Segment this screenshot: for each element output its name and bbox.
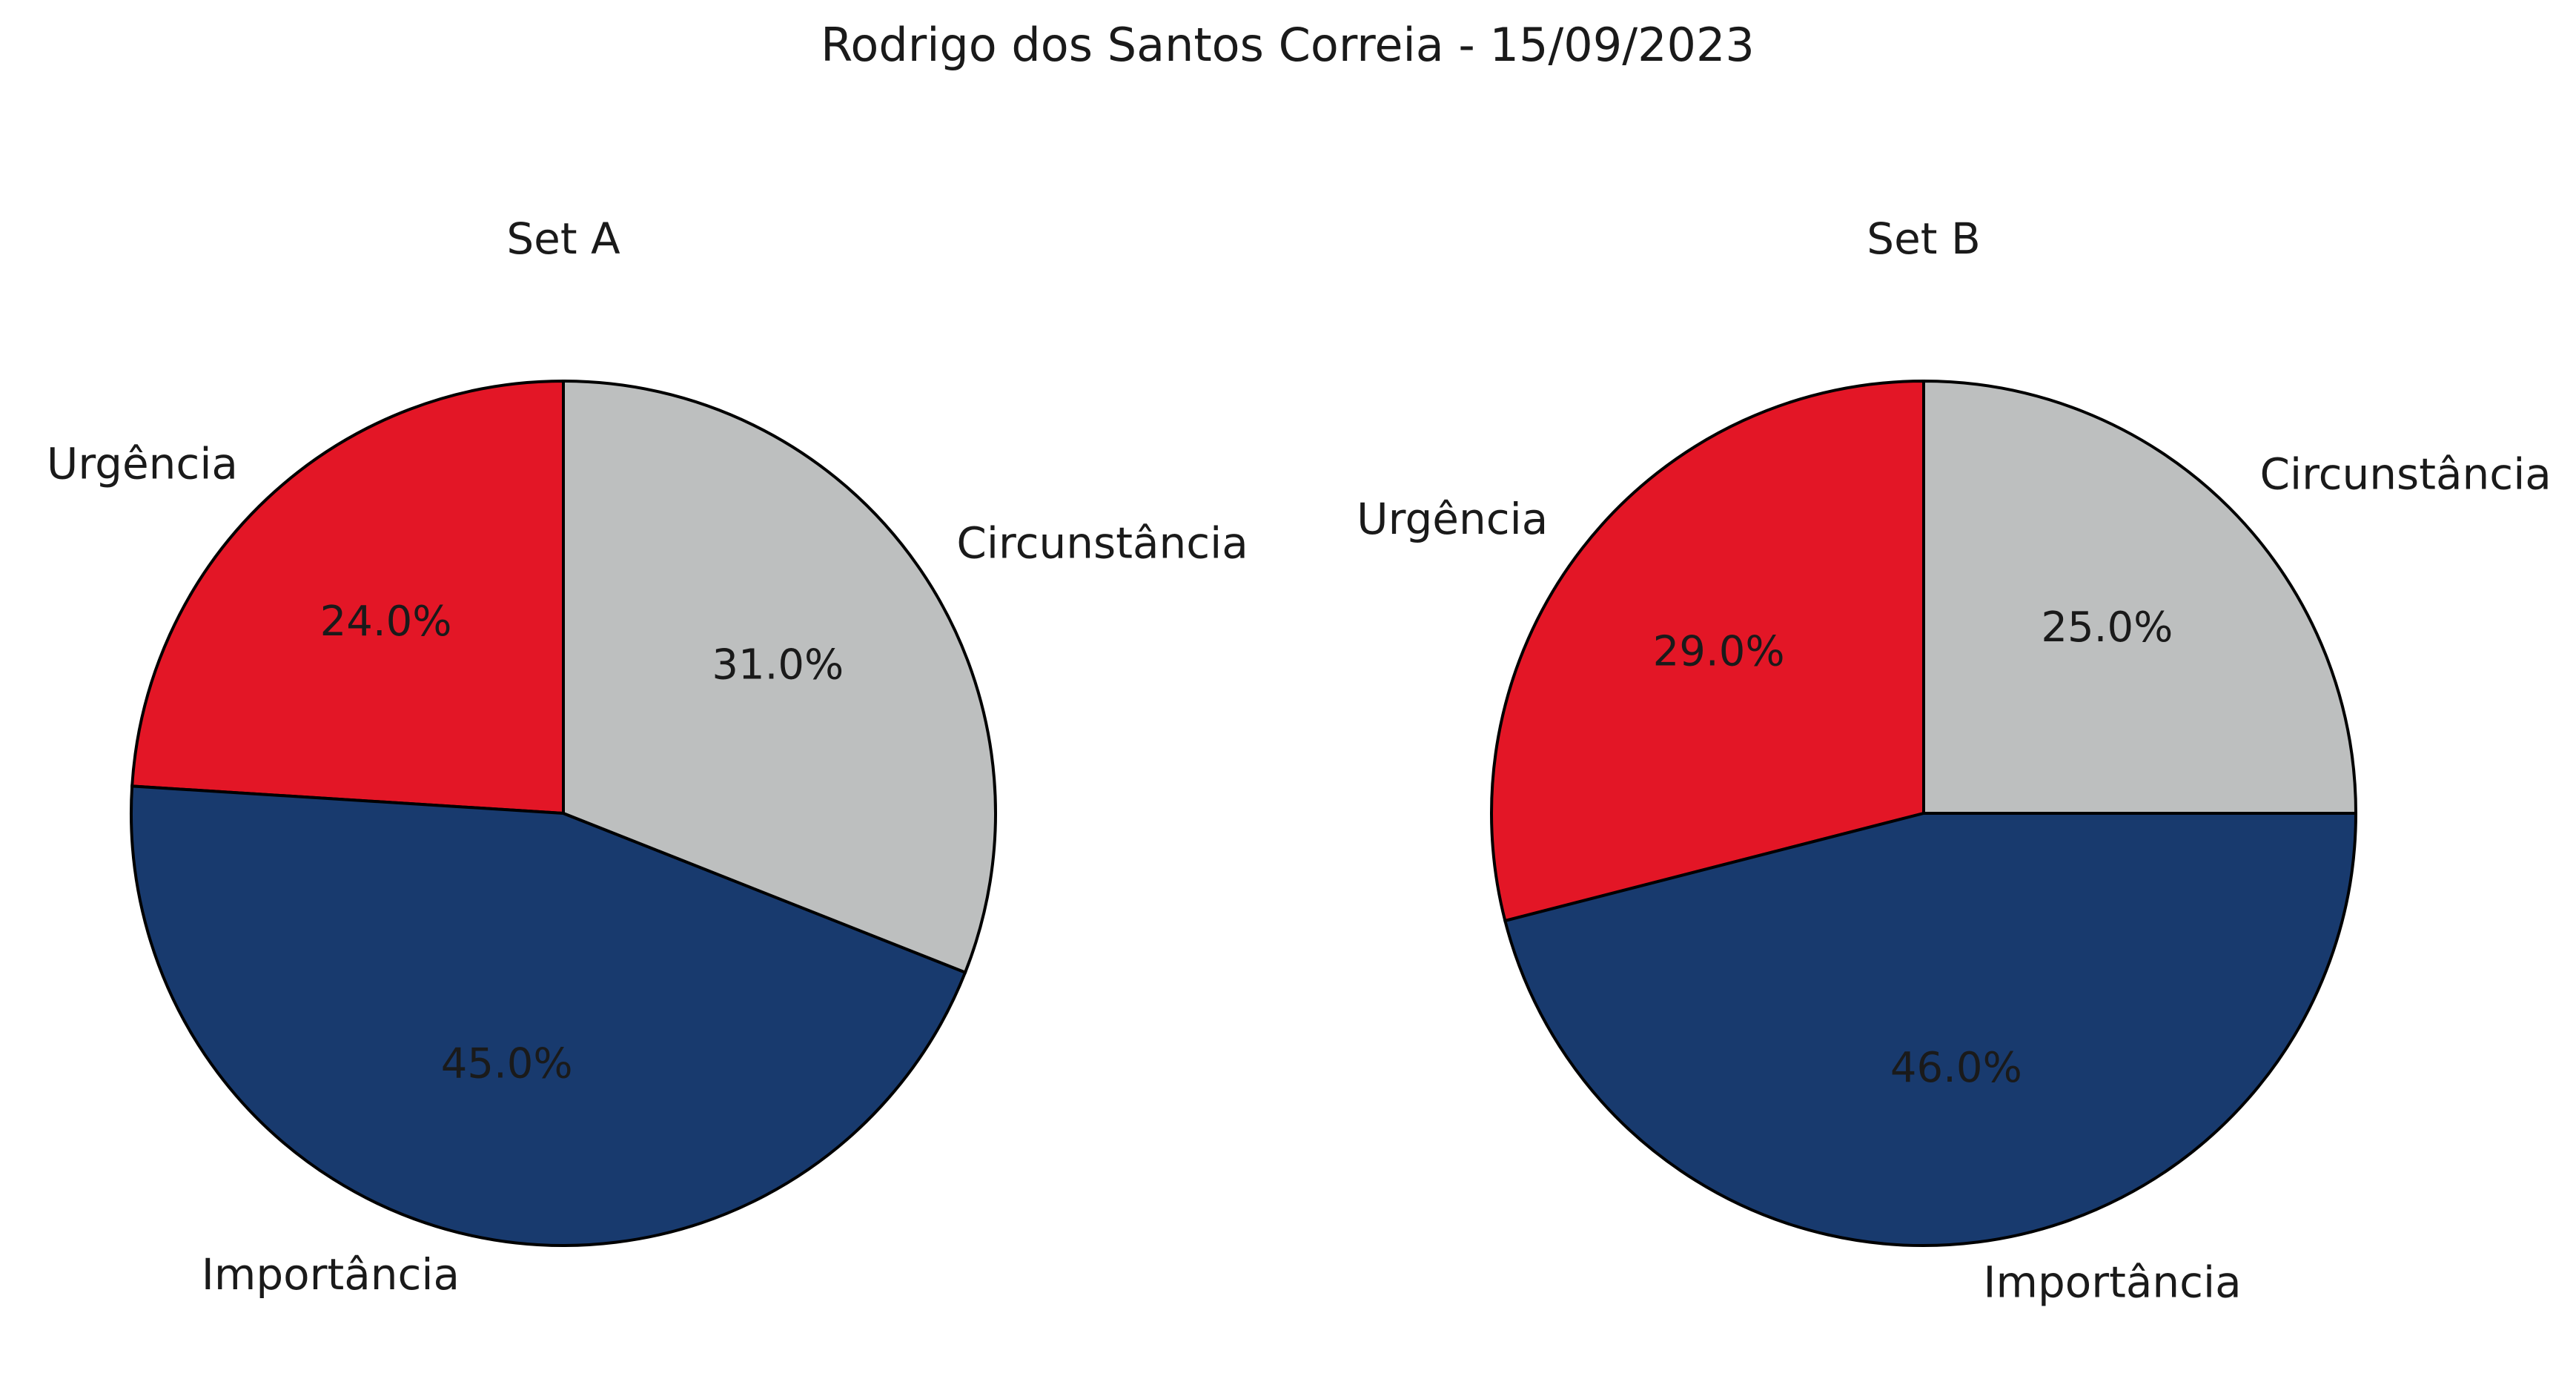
percent-label-set-b-importancia: 46.0% xyxy=(1890,1044,2022,1092)
percent-label-set-b-circunstancia: 25.0% xyxy=(2041,603,2173,652)
pie-chart-set-b: Set B Urgência 29.0% Importância 46.0% Circu… xyxy=(1357,214,2552,1307)
category-label-set-b-circunstancia: Circunstância xyxy=(2259,449,2551,500)
percent-label-set-a-importancia: 45.0% xyxy=(441,1040,573,1088)
category-label-set-a-circunstancia: Circunstância xyxy=(956,518,1248,569)
percent-label-set-b-urgencia: 29.0% xyxy=(1653,628,1785,676)
wedges-set-a xyxy=(131,381,996,1246)
category-label-set-b-urgencia: Urgência xyxy=(1357,494,1548,544)
category-label-set-a-importancia: Importância xyxy=(202,1249,460,1300)
percent-label-set-a-urgencia: 24.0% xyxy=(320,598,452,646)
pie-title-set-a: Set A xyxy=(506,214,620,264)
wedges-set-b xyxy=(1491,381,2356,1246)
category-label-set-a-urgencia: Urgência xyxy=(47,439,238,489)
wedge-set-b-circunstancia xyxy=(1924,381,2356,813)
category-label-set-b-importancia: Importância xyxy=(1983,1257,2241,1307)
pie-title-set-b: Set B xyxy=(1867,214,1980,264)
pie-chart-set-a: Set A Urgência 24.0% Importância 45.0% Circu… xyxy=(47,214,1248,1300)
percent-label-set-a-circunstancia: 31.0% xyxy=(712,641,844,689)
figure-title: Rodrigo dos Santos Correia - 15/09/2023 xyxy=(821,18,1755,72)
